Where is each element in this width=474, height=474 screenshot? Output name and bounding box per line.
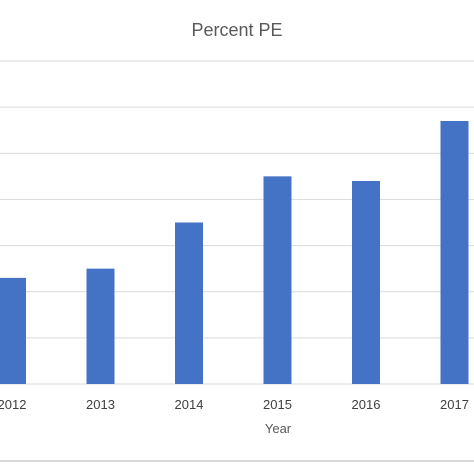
bar-2017	[440, 120, 469, 384]
x-tick-label-2016: 2016	[352, 397, 381, 412]
chart-title: Percent PE	[191, 20, 282, 40]
bars	[0, 120, 469, 384]
x-tick-label-2015: 2015	[263, 397, 292, 412]
x-axis-label: Year	[265, 421, 292, 436]
x-tick-label-2014: 2014	[175, 397, 204, 412]
chart-border	[0, 460, 474, 462]
x-tick-label-2017: 2017	[440, 397, 469, 412]
x-tick-label-2013: 2013	[86, 397, 115, 412]
bar-2013	[86, 268, 115, 384]
bar-2012	[0, 277, 26, 384]
x-tick-labels: 2012 2013 2014 2015 2016 2017	[0, 397, 469, 412]
x-tick-label-2012: 2012	[0, 397, 26, 412]
bar-2015	[263, 176, 292, 384]
bar-2014	[175, 222, 203, 384]
bar-2016	[352, 180, 380, 384]
gridlines	[0, 60, 474, 385]
